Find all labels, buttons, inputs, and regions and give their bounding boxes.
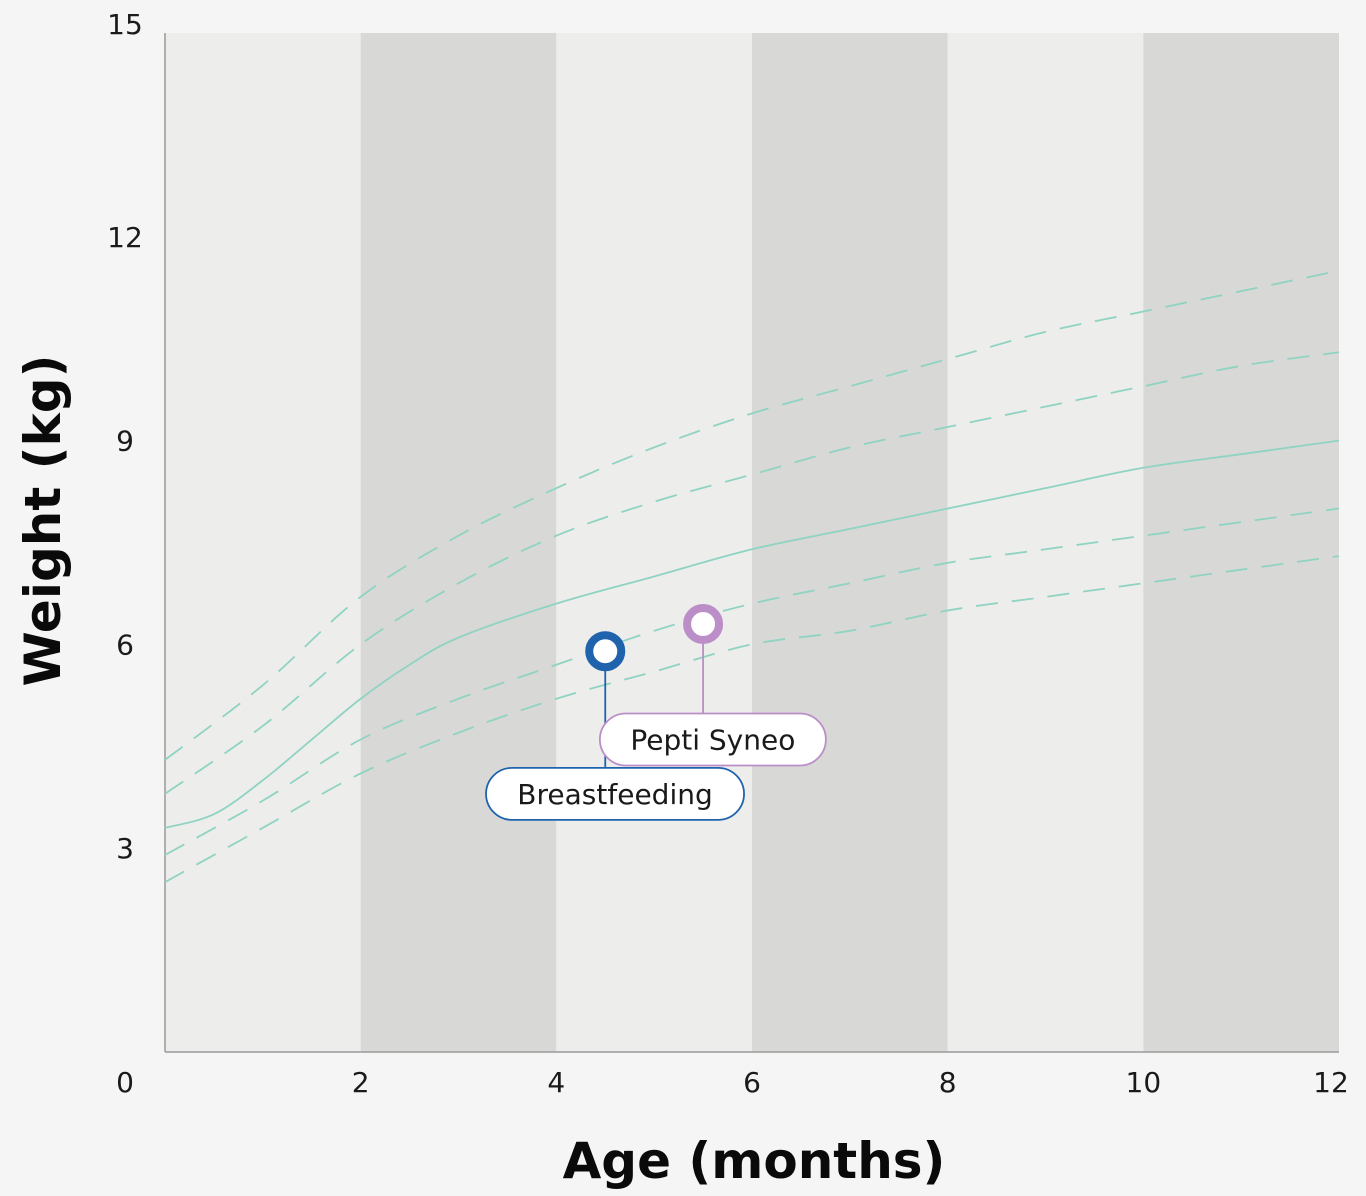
x-tick-label: 8 bbox=[939, 1066, 957, 1099]
background-band bbox=[165, 33, 361, 1052]
marker-label-box bbox=[598, 712, 827, 767]
plot-background-bands bbox=[165, 33, 1339, 1052]
percentile-curve-dashed bbox=[164, 351, 1340, 795]
marker-pepti-syneo: Pepti Syneo bbox=[598, 604, 827, 767]
marker-point bbox=[585, 631, 626, 672]
y-tick-labels: 3 6 9 12 15 bbox=[107, 8, 143, 865]
background-band bbox=[1143, 33, 1339, 1052]
y-tick-label: 3 bbox=[116, 832, 134, 865]
background-band bbox=[360, 33, 557, 1052]
feeding-markers: Breastfeeding Pepti Syneo bbox=[485, 604, 827, 821]
x-tick-label: 0 bbox=[116, 1066, 134, 1099]
y-tick-label: 12 bbox=[107, 221, 143, 254]
percentile-curves bbox=[164, 269, 1340, 883]
marker-breastfeeding: Breastfeeding bbox=[485, 631, 745, 821]
percentile-curve-dashed bbox=[164, 555, 1340, 883]
marker-label-box bbox=[485, 766, 745, 821]
marker-label: Pepti Syneo bbox=[630, 724, 795, 757]
x-tick-label: 10 bbox=[1126, 1066, 1162, 1099]
median-curve bbox=[164, 439, 1340, 829]
percentile-curve-dashed bbox=[164, 269, 1340, 761]
y-tick-label: 6 bbox=[116, 628, 134, 661]
x-tick-label: 2 bbox=[352, 1066, 370, 1099]
y-axis-title: Weight (kg) bbox=[14, 355, 72, 687]
x-tick-label: 12 bbox=[1313, 1066, 1349, 1099]
background-band bbox=[947, 33, 1144, 1052]
x-tick-label: 6 bbox=[743, 1066, 761, 1099]
marker-point bbox=[683, 604, 724, 645]
background-band bbox=[556, 33, 752, 1052]
y-tick-label: 9 bbox=[116, 425, 134, 458]
x-tick-label: 4 bbox=[547, 1066, 565, 1099]
x-axis-title: Age (months) bbox=[563, 1132, 946, 1190]
percentile-curve-dashed bbox=[164, 507, 1340, 856]
x-tick-labels: 0 2 4 6 8 10 12 bbox=[116, 1066, 1349, 1099]
marker-label: Breastfeeding bbox=[517, 778, 712, 811]
y-tick-label: 15 bbox=[107, 8, 143, 41]
